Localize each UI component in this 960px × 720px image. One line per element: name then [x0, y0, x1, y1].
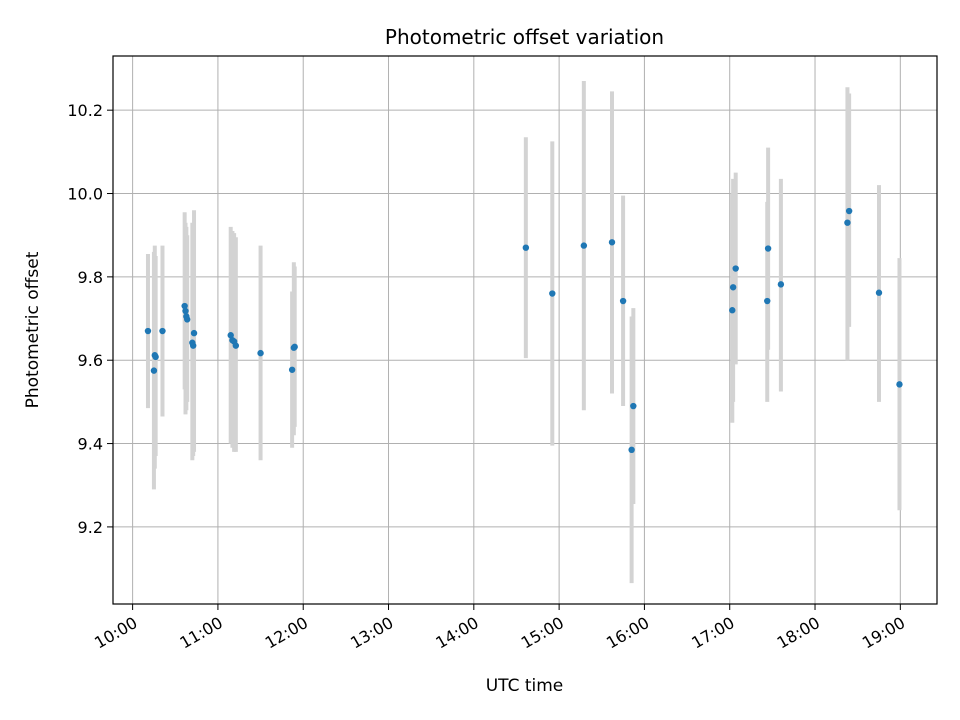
data-point: [152, 353, 159, 361]
data-point: [732, 265, 739, 272]
data-point: [630, 402, 637, 410]
y-tick-label: 9.8: [78, 268, 103, 287]
data-point: [184, 316, 191, 323]
data-point: [608, 239, 616, 246]
y-tick-label: 9.2: [78, 518, 103, 537]
data-point: [257, 349, 264, 357]
data-point: [182, 307, 189, 315]
y-tick-label: 9.6: [78, 351, 103, 370]
x-tick-label: 15:00: [518, 613, 567, 653]
x-tick-label: 11:00: [176, 613, 225, 653]
data-point: [729, 284, 737, 291]
x-tick-label: 17:00: [688, 613, 737, 653]
data-point: [232, 342, 240, 349]
y-axis-label: Photometric offset: [23, 251, 43, 408]
data-point: [288, 366, 296, 373]
y-tick-label: 10.2: [67, 101, 103, 120]
data-point: [181, 302, 188, 310]
x-tick-label: 19:00: [859, 613, 908, 653]
plot-frame: [112, 55, 938, 605]
data-point: [764, 245, 772, 252]
x-tick-label: 13:00: [347, 613, 396, 653]
chart-title: Photometric offset variation: [385, 25, 664, 49]
y-tick-label: 9.4: [78, 435, 103, 454]
data-point: [619, 297, 627, 305]
x-axis-label: UTC time: [486, 676, 564, 696]
data-point: [227, 332, 234, 339]
data-point: [875, 289, 883, 296]
data-point: [549, 290, 556, 297]
data-point: [764, 297, 771, 305]
data-point: [896, 381, 903, 388]
x-tick-label: 16:00: [603, 613, 652, 653]
data-point: [144, 327, 152, 335]
x-axis-ticks: 10:00 11:00 12:00 13:00 14:00 15:00 16:00 17:00…: [91, 604, 908, 653]
data-point: [845, 207, 853, 215]
data-point: [189, 342, 197, 349]
x-tick-label: 18:00: [774, 613, 823, 653]
data-point: [777, 281, 785, 288]
data-point: [580, 242, 588, 249]
data-point: [150, 367, 158, 374]
data-point: [190, 329, 198, 337]
x-tick-label: 12:00: [262, 613, 311, 653]
x-tick-label: 14:00: [432, 613, 481, 653]
data-point: [628, 446, 635, 454]
y-tick-label: 10.0: [67, 185, 103, 204]
data-point: [291, 343, 298, 351]
data-point: [159, 327, 166, 335]
data-point: [844, 219, 851, 226]
data-points: [144, 207, 903, 454]
data-point: [522, 244, 530, 251]
y-axis-ticks: 9.2 9.4 9.6 9.8 10.0 10.2: [67, 101, 113, 537]
x-tick-label: 10:00: [91, 613, 140, 653]
data-point: [729, 307, 736, 314]
error-bars: [145, 81, 902, 584]
